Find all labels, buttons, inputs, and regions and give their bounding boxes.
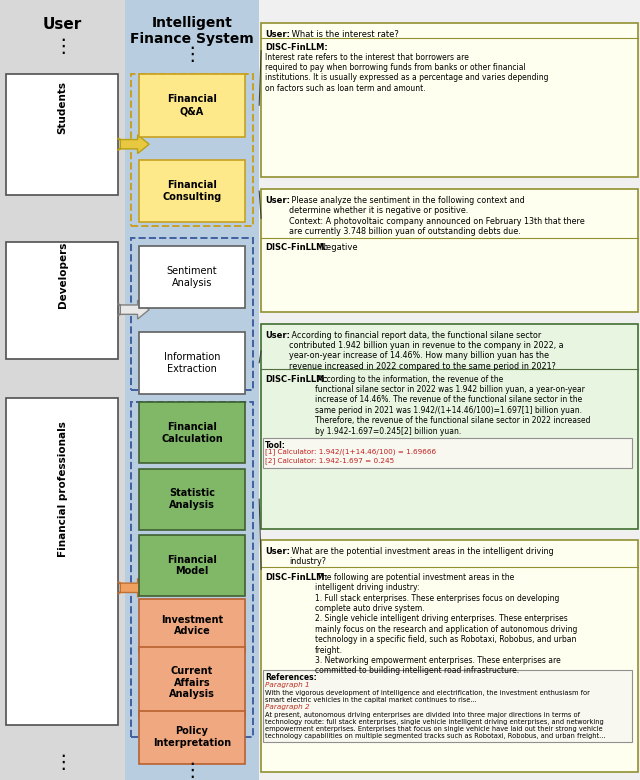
FancyBboxPatch shape <box>140 599 245 652</box>
FancyBboxPatch shape <box>6 74 118 195</box>
Text: ⋮: ⋮ <box>182 45 202 64</box>
Text: User:: User: <box>265 196 290 205</box>
Text: Paragraph 2: Paragraph 2 <box>265 704 310 710</box>
Text: Financial
Consulting: Financial Consulting <box>163 180 221 202</box>
Text: Financial
Model: Financial Model <box>167 555 217 576</box>
Text: Interest rate refers to the interest that borrowers are
required to pay when bor: Interest rate refers to the interest tha… <box>265 52 548 93</box>
Text: Policy
Interpretation: Policy Interpretation <box>153 726 231 748</box>
Text: Intelligent
Finance System: Intelligent Finance System <box>130 16 254 46</box>
Text: At present, autonomous driving enterprises are divided into three major directio: At present, autonomous driving enterpris… <box>265 712 605 739</box>
FancyBboxPatch shape <box>261 540 638 772</box>
Text: The following are potential investment areas in the
intelligent driving industry: The following are potential investment a… <box>315 573 577 675</box>
FancyBboxPatch shape <box>6 398 118 725</box>
Text: ⋮: ⋮ <box>53 753 72 772</box>
Text: DISC-FinLLM:: DISC-FinLLM: <box>265 573 328 582</box>
Text: Tool:: Tool: <box>265 441 286 450</box>
Text: Financial
Calculation: Financial Calculation <box>161 422 223 444</box>
FancyBboxPatch shape <box>263 438 632 468</box>
Bar <box>0 0 125 780</box>
FancyBboxPatch shape <box>263 670 632 742</box>
Text: References:: References: <box>265 673 317 682</box>
FancyBboxPatch shape <box>140 402 245 463</box>
Text: Developers: Developers <box>58 241 68 308</box>
Text: Financial
Q&A: Financial Q&A <box>167 94 217 116</box>
Text: Information
Extraction: Information Extraction <box>164 352 220 374</box>
Polygon shape <box>120 135 149 154</box>
FancyBboxPatch shape <box>6 242 118 359</box>
Text: What is the interest rate?: What is the interest rate? <box>289 30 399 39</box>
Text: Sentiment
Analysis: Sentiment Analysis <box>166 266 218 288</box>
FancyBboxPatch shape <box>140 535 245 596</box>
Text: Statistic
Analysis: Statistic Analysis <box>169 488 215 510</box>
Text: ⋮: ⋮ <box>53 37 72 56</box>
Text: Paragraph 1: Paragraph 1 <box>265 682 310 688</box>
Text: With the vigorous development of intelligence and electrification, the investmen: With the vigorous development of intelli… <box>265 690 590 703</box>
Polygon shape <box>120 579 149 597</box>
Text: DISC-FinLLM:: DISC-FinLLM: <box>265 243 328 252</box>
FancyBboxPatch shape <box>140 74 245 136</box>
FancyBboxPatch shape <box>140 160 245 222</box>
Text: Students: Students <box>58 81 68 134</box>
FancyBboxPatch shape <box>140 647 245 718</box>
Text: According to financial report data, the functional silane sector
contributed 1.9: According to financial report data, the … <box>289 331 564 371</box>
Text: According to the information, the revenue of the
functional silane sector in 202: According to the information, the revenu… <box>315 374 591 436</box>
Text: Current
Affairs
Analysis: Current Affairs Analysis <box>169 666 215 699</box>
Text: User: User <box>43 17 83 32</box>
FancyBboxPatch shape <box>140 711 245 764</box>
Text: ⋮: ⋮ <box>182 761 202 780</box>
Text: Financial professionals: Financial professionals <box>58 422 68 558</box>
FancyBboxPatch shape <box>140 332 245 394</box>
Text: [2] Calculator: 1.942-1.697 = 0.245: [2] Calculator: 1.942-1.697 = 0.245 <box>265 458 394 464</box>
FancyBboxPatch shape <box>261 324 638 529</box>
Polygon shape <box>120 300 149 319</box>
FancyBboxPatch shape <box>140 246 245 308</box>
Text: User:: User: <box>265 30 290 39</box>
Bar <box>125 0 259 780</box>
Text: User:: User: <box>265 331 290 340</box>
Text: What are the potential investment areas in the intelligent driving
industry?: What are the potential investment areas … <box>289 547 554 566</box>
Text: [1] Calculator: 1.942/(1+14.46/100) = 1.69666: [1] Calculator: 1.942/(1+14.46/100) = 1.… <box>265 448 436 456</box>
Text: DISC-FinLLM:: DISC-FinLLM: <box>265 43 328 51</box>
Text: Investment
Advice: Investment Advice <box>161 615 223 636</box>
FancyBboxPatch shape <box>261 23 638 177</box>
Text: DISC-FinLLM:: DISC-FinLLM: <box>265 374 328 384</box>
Bar <box>259 0 640 780</box>
Text: User:: User: <box>265 547 290 556</box>
FancyBboxPatch shape <box>261 189 638 312</box>
Text: Please analyze the sentiment in the following context and
determine whether it i: Please analyze the sentiment in the foll… <box>289 196 585 236</box>
FancyBboxPatch shape <box>140 469 245 530</box>
Text: Negative: Negative <box>317 243 358 252</box>
